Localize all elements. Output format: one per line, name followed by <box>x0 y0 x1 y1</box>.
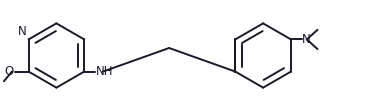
Text: N: N <box>18 25 26 38</box>
Text: O: O <box>5 65 14 78</box>
Text: NH: NH <box>96 65 113 78</box>
Text: N: N <box>302 33 311 46</box>
